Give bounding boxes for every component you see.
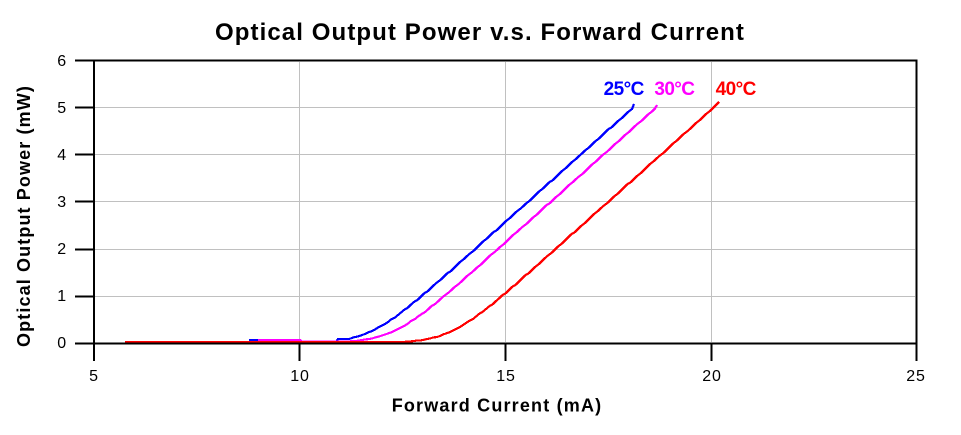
svg-text:10: 10 (290, 368, 309, 385)
svg-text:40°C: 40°C (716, 79, 757, 100)
svg-text:4: 4 (57, 147, 67, 164)
svg-text:25°C: 25°C (604, 79, 645, 100)
svg-text:5: 5 (89, 368, 99, 385)
svg-text:3: 3 (57, 194, 67, 211)
svg-text:5: 5 (57, 100, 67, 117)
svg-text:2: 2 (57, 241, 67, 258)
svg-text:Optical Output Power (mW): Optical Output Power (mW) (14, 85, 34, 347)
svg-text:Forward Current (mA): Forward Current (mA) (392, 396, 603, 416)
svg-text:20: 20 (702, 368, 721, 385)
svg-text:25: 25 (906, 368, 925, 385)
svg-text:30°C: 30°C (654, 79, 695, 100)
svg-text:6: 6 (57, 53, 67, 70)
svg-text:0: 0 (57, 335, 67, 352)
svg-text:15: 15 (496, 368, 515, 385)
svg-text:Optical Output Power v.s. Forw: Optical Output Power v.s. Forward Curren… (215, 19, 745, 46)
svg-text:1: 1 (57, 288, 67, 305)
